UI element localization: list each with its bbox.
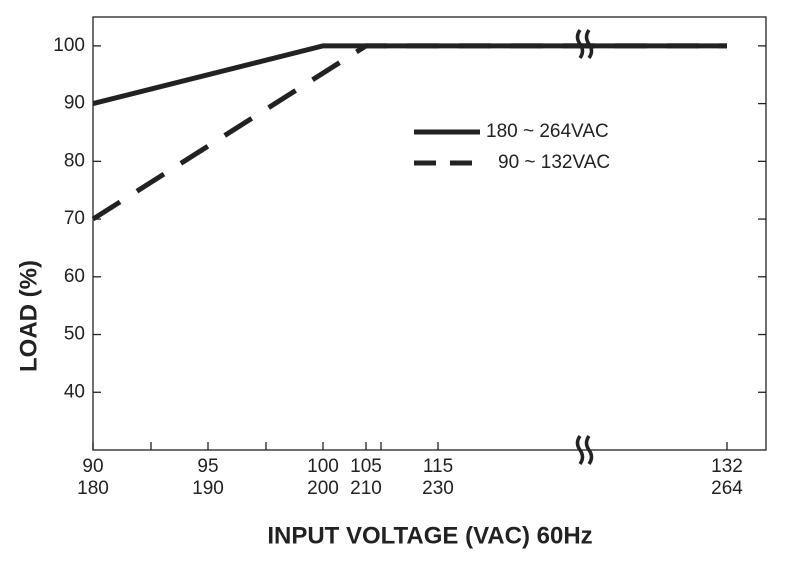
y-tick-label: 100 [53,35,85,56]
legend-label: 180 ~ 264VAC [486,121,609,142]
legend-label: 90 ~ 132VAC [498,152,610,173]
x-axis-label: INPUT VOLTAGE (VAC) 60Hz [267,522,592,549]
x-tick-label-secondary: 230 [422,478,454,499]
y-tick-label: 80 [64,150,85,171]
plot-frame [92,16,767,451]
y-tick-label: 90 [64,93,85,114]
x-tick-label-secondary: 264 [711,478,743,499]
x-tick-label: 90 [82,456,103,477]
x-tick-label: 132 [711,456,743,477]
series-line [91,43,727,222]
x-tick-label: 115 [423,456,453,477]
x-tick-label-secondary: 200 [307,478,339,499]
x-tick-label-secondary: 210 [350,478,382,499]
axis-break [575,28,594,466]
x-tick-label: 95 [197,456,218,477]
series-line [92,43,727,107]
x-tick-label-secondary: 180 [77,478,109,499]
x-tick-label-secondary: 190 [192,478,224,499]
y-tick-label: 60 [64,266,85,287]
y-tick-label: 50 [64,324,85,345]
x-tick-label: 100 [307,456,339,477]
y-tick-label: 70 [64,208,85,229]
minor-ticks [150,442,382,450]
y-tick-label: 40 [64,381,85,402]
x-tick-label: 105 [350,456,382,477]
y-axis-label: LOAD (%) [15,260,42,372]
